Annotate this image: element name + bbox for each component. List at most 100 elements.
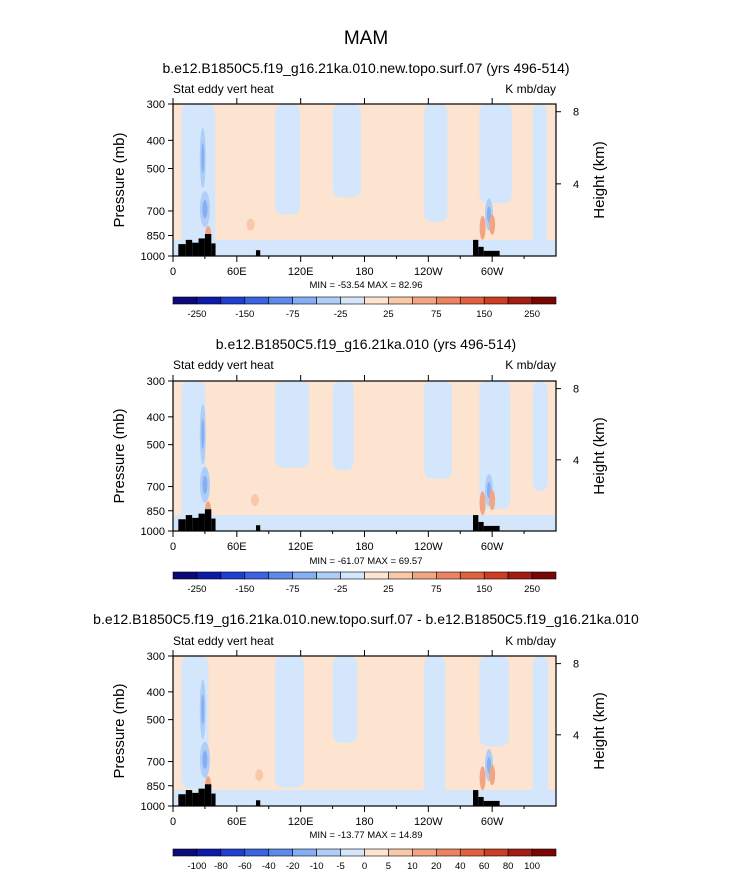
topography	[478, 246, 484, 256]
positive-core	[479, 215, 486, 240]
y-axis-label: Pressure (mb)	[111, 132, 128, 227]
colorbar-box	[459, 848, 485, 857]
y-tick-label: 300	[147, 651, 165, 663]
topography	[204, 233, 212, 256]
colorbar-label: -100	[187, 861, 206, 872]
min-max-stats: MIN = -61.07 MAX = 69.57	[309, 556, 422, 567]
x-tick-label: 120W	[414, 266, 443, 278]
height-tick-label: 8	[573, 107, 579, 119]
negative-core	[201, 694, 205, 725]
colorbar-label: 150	[476, 584, 492, 595]
x-tick-label: 120W	[414, 816, 443, 828]
topography	[204, 784, 212, 806]
colorbar-label: -250	[187, 584, 206, 595]
topography	[473, 515, 479, 531]
positive-core	[489, 490, 496, 511]
negative-region	[173, 515, 556, 531]
colorbar-box	[388, 296, 413, 305]
colorbar-label: -25	[334, 584, 348, 595]
colorbar-box	[196, 848, 222, 857]
colorbar-label: 20	[431, 861, 442, 872]
positive-core	[489, 765, 496, 786]
colorbar-label: 25	[383, 309, 394, 320]
y-tick-label: 700	[147, 482, 165, 494]
height-tick-label: 8	[573, 384, 579, 396]
min-max-stats: MIN = -13.77 MAX = 14.89	[309, 830, 422, 841]
y-tick-label: 400	[147, 412, 165, 424]
negative-region	[275, 656, 305, 788]
topography	[473, 790, 479, 806]
x-tick-label: 0	[170, 266, 176, 278]
topography	[211, 518, 216, 531]
y-tick-label: 1000	[141, 251, 165, 263]
colorbar-label: -60	[238, 861, 252, 872]
colorbar-label: 25	[383, 584, 394, 595]
positive-core	[250, 494, 259, 507]
left-string: Stat eddy vert heat	[173, 358, 274, 372]
colorbar-box	[220, 848, 246, 857]
negative-region	[332, 104, 361, 198]
x-tick-label: 120E	[288, 541, 314, 553]
right-string: K mb/day	[505, 634, 556, 648]
colorbar-box	[196, 296, 222, 305]
y-tick-label: 400	[147, 135, 165, 147]
colorbar-box	[483, 296, 509, 305]
topography	[198, 513, 205, 531]
y-tick-label: 850	[147, 781, 165, 793]
y-tick-label: 300	[147, 99, 165, 111]
colorbar-box	[531, 848, 557, 857]
x-tick-label: 0	[170, 541, 176, 553]
y-tick-label: 850	[147, 230, 165, 242]
y-tick-label: 500	[147, 163, 165, 175]
negative-core	[201, 419, 205, 450]
right-string: K mb/day	[505, 82, 556, 96]
x-tick-label: 60E	[227, 816, 247, 828]
colorbar-box	[220, 571, 246, 580]
negative-region	[479, 104, 512, 204]
left-string: Stat eddy vert heat	[173, 82, 274, 96]
topography	[483, 800, 500, 806]
y-tick-label: 500	[147, 440, 165, 452]
x-tick-label: 180	[355, 266, 373, 278]
colorbar-label: 40	[455, 861, 466, 872]
x-tick-label: 0	[170, 816, 176, 828]
colorbar-box	[412, 296, 437, 305]
topography	[185, 790, 193, 806]
colorbar-box	[388, 571, 413, 580]
colorbar-box	[459, 571, 485, 580]
colorbar-box	[507, 848, 533, 857]
x-tick-label: 120W	[414, 541, 443, 553]
negative-region	[424, 656, 446, 803]
y-tick-label: 850	[147, 506, 165, 518]
x-tick-label: 180	[355, 541, 373, 553]
colorbar-box	[364, 571, 389, 580]
colorbar-box	[483, 571, 509, 580]
x-tick-label: 60E	[227, 266, 247, 278]
x-tick-label: 60E	[227, 541, 247, 553]
colorbar-label: 60	[479, 861, 490, 872]
negative-region	[424, 381, 452, 479]
colorbar-label: -250	[187, 309, 206, 320]
colorbar-label: -20	[286, 861, 300, 872]
panel-1: b.e12.B1850C5.f19_g16.21ka.010.new.topo.…	[111, 60, 608, 320]
colorbar-box	[388, 848, 413, 857]
negative-region	[181, 381, 206, 520]
colorbar-label: -40	[262, 861, 276, 872]
topography	[255, 800, 261, 806]
colorbar-box	[316, 848, 341, 857]
colorbar-box	[220, 296, 246, 305]
topography	[211, 243, 216, 256]
height-tick-label: 4	[573, 179, 579, 191]
colorbar-box	[436, 296, 461, 305]
colorbar-box	[268, 848, 293, 857]
colorbar-box	[316, 571, 341, 580]
colorbar-box	[244, 296, 270, 305]
x-tick-label: 60W	[481, 541, 504, 553]
colorbar-label: 75	[431, 584, 442, 595]
x-tick-label: 120E	[288, 266, 314, 278]
height-axis-label: Height (km)	[591, 141, 608, 219]
colorbar-box	[340, 296, 365, 305]
y-tick-label: 1000	[141, 801, 165, 813]
colorbar-box	[340, 571, 365, 580]
x-tick-label: 60W	[481, 816, 504, 828]
